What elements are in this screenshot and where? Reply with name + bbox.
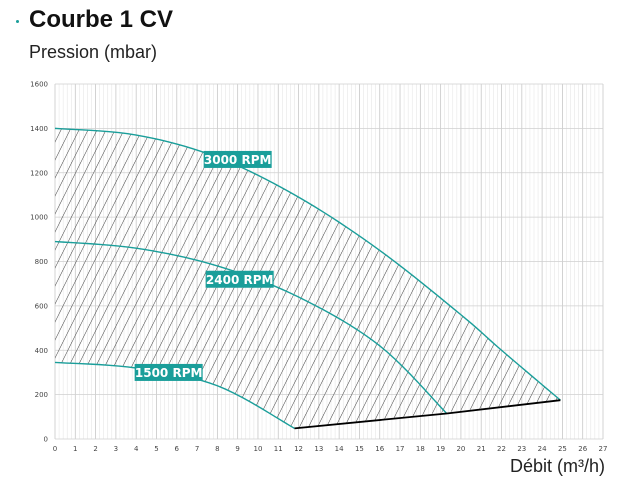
y-tick-label: 0 xyxy=(44,436,48,444)
x-tick-label: 17 xyxy=(396,445,405,453)
x-tick-label: 1 xyxy=(73,445,77,453)
x-tick-label: 10 xyxy=(254,445,263,453)
series-label-text: 2400 RPM xyxy=(206,273,274,287)
series-label-text: 3000 RPM xyxy=(204,153,272,167)
x-tick-label: 18 xyxy=(416,445,425,453)
page-title: Courbe 1 CV xyxy=(29,6,174,33)
curve-3000-rpm xyxy=(54,127,561,401)
x-tick-label: 14 xyxy=(335,445,344,453)
operating-region-hatch xyxy=(55,128,561,429)
x-tick-label: 2 xyxy=(93,445,97,453)
x-tick-label: 5 xyxy=(154,445,158,453)
series-label: 3000 RPM xyxy=(203,150,272,168)
x-tick-label: 4 xyxy=(134,445,139,453)
x-axis-label: Débit (m³/h) xyxy=(509,456,605,476)
limit-line xyxy=(294,399,561,430)
series-label-text: 1500 RPM xyxy=(135,366,203,380)
series-label: 1500 RPM xyxy=(134,363,203,381)
x-tick-label: 11 xyxy=(274,445,283,453)
x-tick-label: 16 xyxy=(375,445,384,453)
x-tick-label: 25 xyxy=(558,445,567,453)
y-tick-label: 800 xyxy=(35,258,48,266)
x-tick-label: 0 xyxy=(53,445,57,453)
x-tick-label: 26 xyxy=(578,445,587,453)
y-tick-label: 200 xyxy=(35,391,48,399)
x-tick-label: 22 xyxy=(497,445,506,453)
x-tick-label: 21 xyxy=(477,445,486,453)
y-tick-label: 1400 xyxy=(30,125,48,133)
x-tick-label: 3 xyxy=(114,445,118,453)
series-label: 2400 RPM xyxy=(205,270,274,288)
x-tick-label: 19 xyxy=(436,445,445,453)
y-tick-label: 600 xyxy=(35,302,48,310)
x-tick-label: 7 xyxy=(195,445,199,453)
y-tick-label: 1000 xyxy=(30,214,48,222)
y-tick-label: 1600 xyxy=(30,81,48,89)
title-bullet-icon xyxy=(16,20,19,23)
series-label-box xyxy=(203,150,272,168)
x-tick-label: 8 xyxy=(215,445,219,453)
x-tick-label: 24 xyxy=(538,445,547,453)
x-tick-label: 27 xyxy=(599,445,608,453)
x-tick-label: 12 xyxy=(294,445,303,453)
y-axis-label: Pression (mbar) xyxy=(29,42,158,62)
x-tick-label: 20 xyxy=(456,445,465,453)
x-tick-label: 6 xyxy=(175,445,180,453)
series-label-box xyxy=(134,363,203,381)
y-tick-label: 400 xyxy=(35,347,48,355)
x-tick-label: 23 xyxy=(517,445,526,453)
y-tick-label: 1200 xyxy=(30,169,48,177)
x-tick-label: 9 xyxy=(235,445,239,453)
x-tick-label: 13 xyxy=(314,445,323,453)
x-tick-label: 15 xyxy=(355,445,364,453)
series-label-box xyxy=(205,270,274,288)
